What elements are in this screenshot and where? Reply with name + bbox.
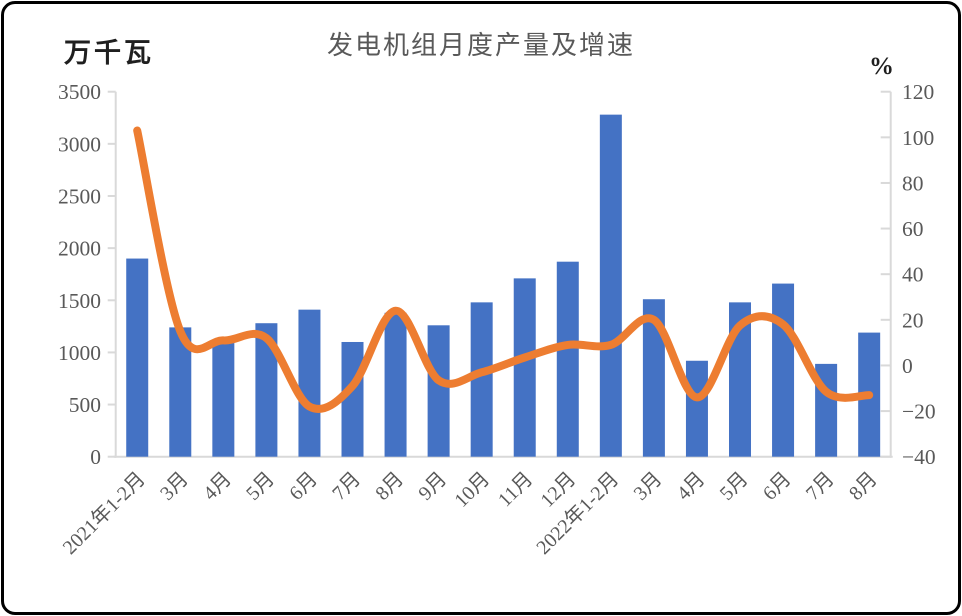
x-axis-label: 6月 — [759, 468, 796, 505]
x-axis-label: 7月 — [328, 468, 365, 505]
right-axis-tick-label: 0 — [902, 354, 913, 378]
x-axis-label: 4月 — [199, 468, 236, 505]
left-axis-tick-label: 3000 — [58, 132, 101, 156]
bar-12 — [642, 299, 665, 457]
x-axis-label: 7月 — [802, 468, 839, 505]
right-axis-tick-label: 80 — [902, 171, 924, 195]
left-axis-tick-label: 1500 — [58, 289, 101, 313]
bar-11 — [599, 114, 622, 457]
right-axis-tick-label: 40 — [902, 263, 924, 287]
right-axis-unit-label: % — [869, 53, 894, 80]
x-axis-label: 6月 — [285, 468, 322, 505]
x-axis-label: 2021年1-2月 — [58, 467, 150, 559]
left-axis-tick-label: 2000 — [58, 237, 101, 261]
left-axis-unit-label: 万千瓦 — [64, 38, 154, 68]
bar-3 — [255, 323, 278, 457]
right-axis-tick-label: 100 — [902, 126, 934, 150]
right-axis-tick-label: −40 — [902, 445, 936, 469]
x-axis-label: 3月 — [156, 468, 193, 505]
bar-10 — [556, 261, 579, 457]
x-axis-label: 4月 — [673, 468, 710, 505]
right-axis-tick-label: 60 — [902, 217, 924, 241]
bar-9 — [513, 278, 536, 457]
left-axis-tick-label: 1000 — [58, 341, 101, 365]
chart-title: 发电机组月度产量及增速 — [326, 31, 635, 60]
bar-14 — [729, 302, 752, 457]
x-axis-label: 11月 — [494, 468, 537, 511]
left-axis-tick-label: 0 — [90, 445, 101, 469]
x-axis-label: 9月 — [414, 468, 451, 505]
bar-8 — [470, 302, 493, 457]
x-axis-label: 8月 — [371, 468, 408, 505]
bar-7 — [427, 325, 450, 457]
bar-0 — [126, 258, 149, 457]
x-axis-label: 3月 — [630, 468, 667, 505]
bar-2 — [212, 343, 235, 457]
bar-15 — [772, 283, 795, 457]
right-axis-tick-label: −20 — [902, 400, 936, 424]
bar-4 — [298, 309, 321, 457]
right-axis-tick-label: 20 — [902, 308, 924, 332]
right-axis-tick-label: 120 — [902, 80, 934, 104]
x-axis-label: 8月 — [845, 468, 882, 505]
x-axis-label: 5月 — [242, 468, 279, 505]
left-axis-tick-label: 3500 — [58, 80, 101, 104]
left-axis-tick-label: 2500 — [58, 184, 101, 208]
x-axis-label: 10月 — [450, 468, 494, 512]
left-axis-tick-label: 500 — [69, 393, 101, 417]
growth-line — [133, 126, 874, 413]
bar-1 — [169, 327, 192, 457]
x-axis-label: 5月 — [716, 468, 753, 505]
bar-13 — [685, 360, 708, 457]
bar-6 — [384, 312, 407, 457]
